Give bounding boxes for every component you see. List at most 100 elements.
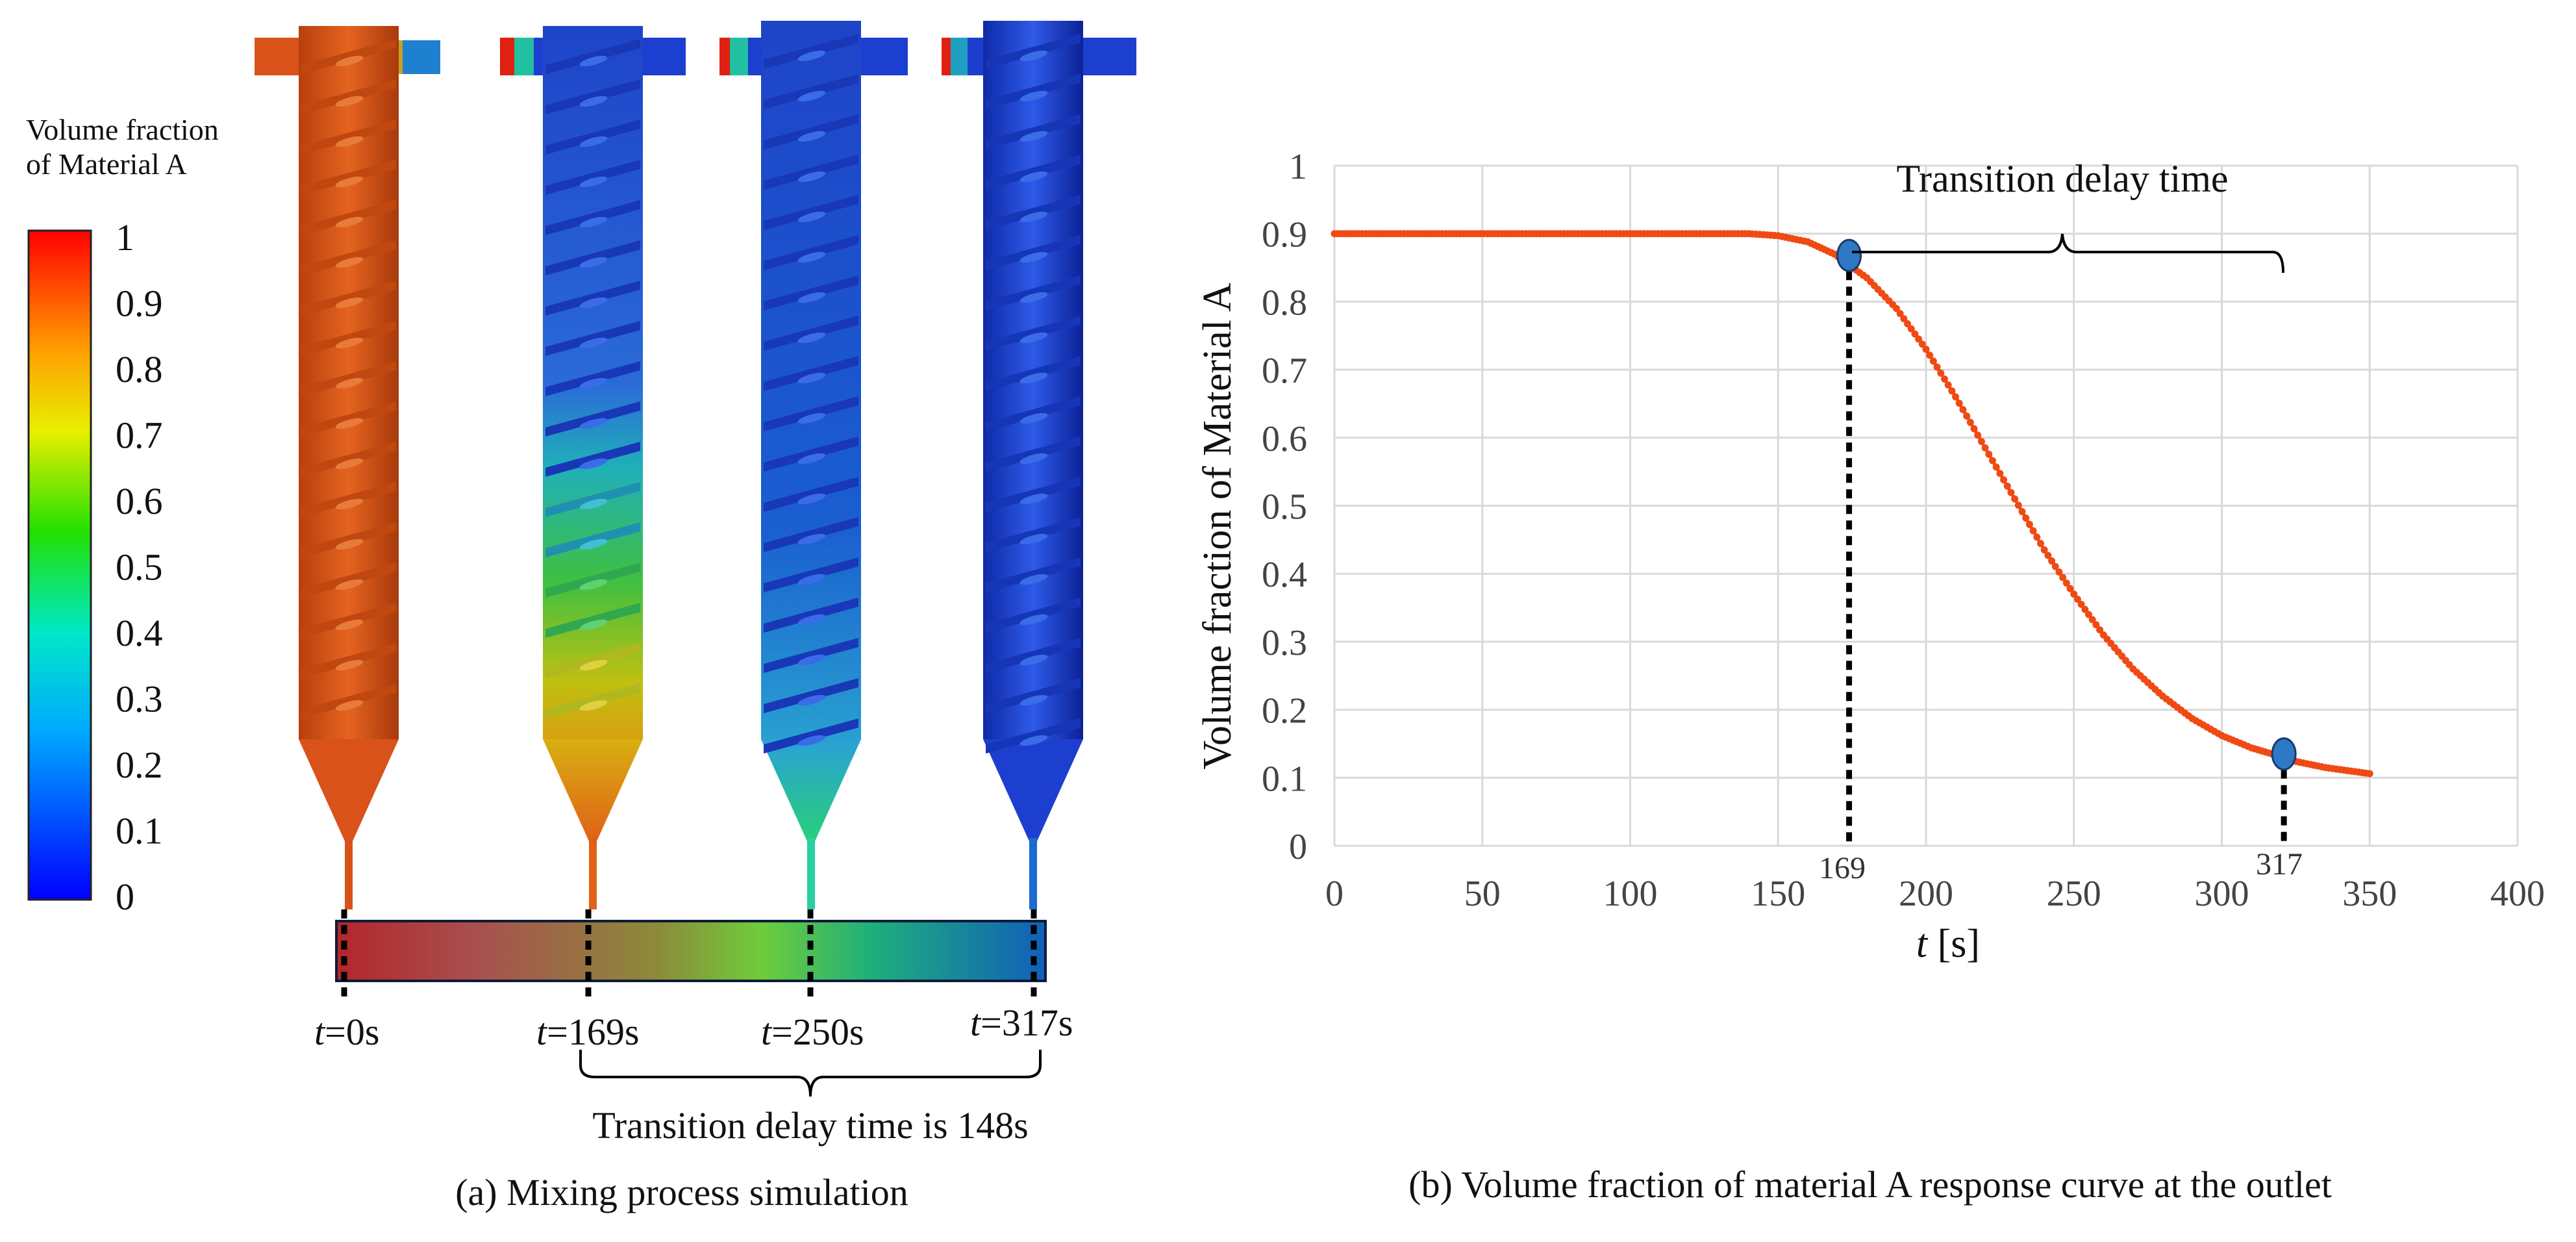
helix-rib [545, 240, 640, 275]
series-point [1904, 320, 1912, 327]
series-point [2014, 501, 2022, 509]
helix-rib [545, 200, 640, 235]
helix-rib [764, 477, 858, 512]
helix-highlight [579, 136, 608, 147]
y-tick-label: 0 [1289, 827, 1307, 867]
colorbar-tick-label: 0.1 [116, 810, 163, 852]
helix-rib [986, 235, 1081, 270]
series-point [1988, 457, 1996, 464]
series-point [2007, 488, 2015, 496]
helix-rib [986, 34, 1081, 69]
series-point [1926, 351, 1934, 359]
marker-label-169: 169 [1819, 851, 1866, 885]
colorbar-tick-label: 0.3 [116, 678, 163, 720]
helix-rib [986, 477, 1081, 512]
delay-annotation-b: Transition delay time [1896, 157, 2228, 200]
helix-rib [986, 557, 1081, 592]
helix-highlight [579, 55, 608, 67]
helix-rib [301, 643, 396, 678]
helix-rib [764, 396, 858, 431]
series-point [1911, 330, 1919, 338]
series-line [1334, 232, 2370, 776]
time-label-250: t=250s [761, 1011, 864, 1053]
helix-rib [764, 114, 858, 149]
helix-rib [301, 683, 396, 718]
helix-highlight [335, 216, 364, 228]
helix-highlight [797, 292, 826, 303]
helix-highlight [335, 337, 364, 349]
caption-a: (a) Mixing process simulation [455, 1171, 908, 1213]
y-tick-label: 1 [1289, 147, 1307, 187]
caption-b: (b) Volume fraction of material A respon… [1408, 1163, 2332, 1206]
helix-rib [301, 200, 396, 235]
marker-label-317: 317 [2256, 847, 2303, 881]
helix-highlight [579, 337, 608, 349]
helix-rib [986, 195, 1081, 230]
y-tick-label: 0.7 [1262, 351, 1307, 391]
series-point [2066, 585, 2074, 592]
helix-highlight [579, 539, 608, 550]
series-point [2366, 770, 2373, 778]
series-point [2000, 476, 2008, 484]
helix-highlight [797, 614, 826, 626]
helix-rib [764, 316, 858, 351]
helix-highlight [797, 171, 826, 183]
series-point [2040, 546, 2048, 554]
helix-rib [764, 557, 858, 592]
helix-rib [301, 321, 396, 356]
helix-highlight [1019, 453, 1048, 464]
series-point [1981, 444, 1989, 452]
helix-highlight [579, 377, 608, 389]
helix-rib [986, 718, 1081, 754]
series-point [2081, 605, 2089, 613]
helix-rib [764, 34, 858, 69]
colorbar-tick-label: 0.9 [116, 283, 163, 325]
delay-brace-a [579, 1050, 1042, 1097]
y-tick-label: 0.3 [1262, 623, 1307, 663]
helix-rib [545, 120, 640, 155]
helix-rib [301, 39, 396, 74]
helix-highlight [1019, 654, 1048, 666]
helix-highlight [1019, 694, 1048, 706]
helix-highlight [797, 131, 826, 142]
series-point [1955, 399, 1963, 407]
helix-highlight [335, 539, 364, 550]
helix-t250 [764, 34, 858, 754]
x-tick-label: 350 [2342, 874, 2397, 914]
helix-rib [764, 155, 858, 190]
helix-rib [301, 79, 396, 114]
helix-highlight [579, 297, 608, 309]
series-point [1900, 315, 1908, 323]
x-tick-label: 300 [2195, 874, 2249, 914]
helix-highlight [1019, 533, 1048, 545]
helix-rib [986, 316, 1081, 351]
x-tick-label: 400 [2490, 874, 2545, 914]
series-point [1933, 363, 1941, 371]
series-point [1915, 335, 1923, 343]
colorbar-tick-label: 0.5 [116, 546, 163, 589]
series-point [2055, 568, 2063, 576]
helix-rib [301, 240, 396, 275]
y-tick-label: 0.4 [1262, 555, 1307, 595]
highlight-marker [1836, 238, 1862, 272]
series-point [1918, 340, 1926, 348]
colorbar-tick-label: 0.6 [116, 480, 163, 522]
y-tick-labels: 0 0.1 0.2 0.3 0.4 0.5 0.6 0.7 0.8 0.9 1 [1262, 147, 1307, 867]
time-gradient-bar [335, 920, 1047, 982]
helix-rib [301, 281, 396, 316]
time-label-317: t=317s [970, 1002, 1073, 1044]
helix-highlight [797, 251, 826, 263]
helix-rib [545, 603, 640, 638]
colorbar-tick-label: 1 [116, 216, 134, 259]
y-tick-label: 0.9 [1262, 215, 1307, 255]
series-point [2003, 482, 2011, 490]
helix-rib [301, 563, 396, 598]
helix-t169 [545, 39, 640, 718]
helix-rib [764, 598, 858, 633]
helix-highlight [797, 50, 826, 62]
helix-highlight [335, 297, 364, 309]
helix-highlight [797, 574, 826, 585]
colorbar-tick-label: 0.8 [116, 348, 163, 390]
helix-rib [764, 235, 858, 270]
